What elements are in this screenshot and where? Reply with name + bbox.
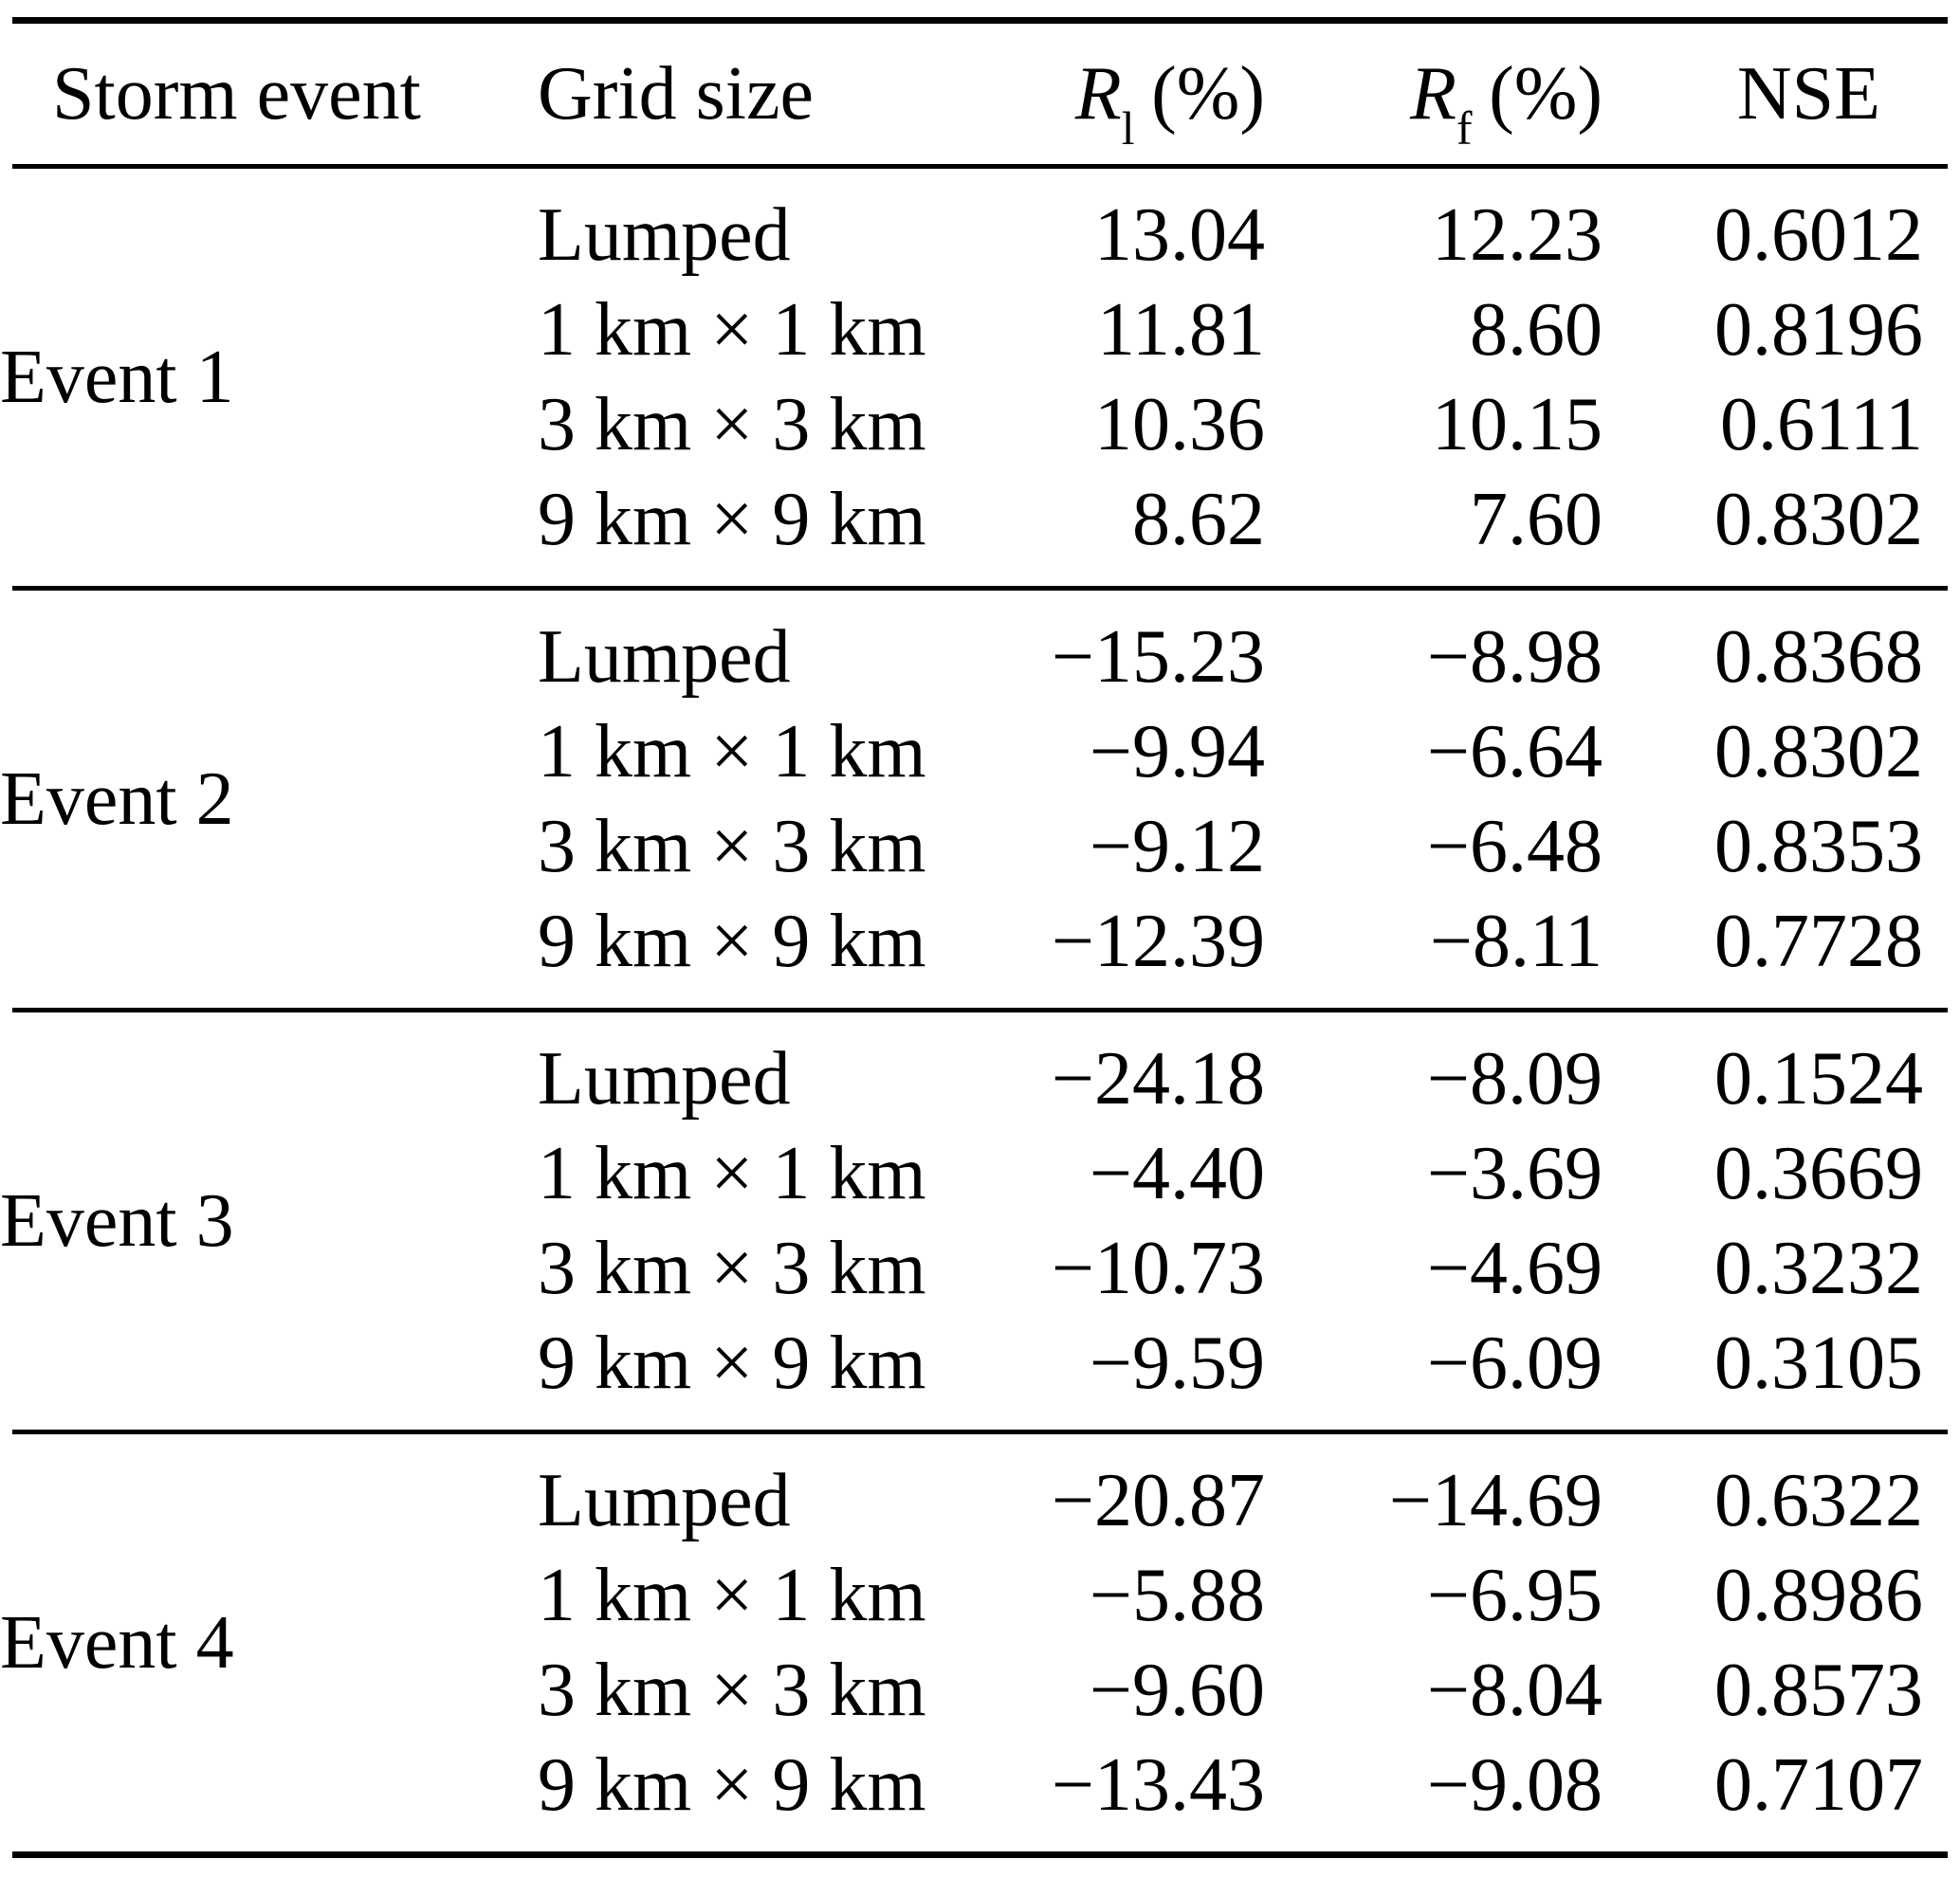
rf-value-cell: −8.11 <box>1429 899 1603 983</box>
nse-value-cell: 0.8302 <box>1714 477 1923 561</box>
rf-value-cell: 12.23 <box>1432 192 1603 277</box>
event-label: Event 4 <box>0 1600 234 1685</box>
event-label: Event 2 <box>0 757 234 841</box>
rf-value-cell: −6.48 <box>1426 804 1603 888</box>
nse-value-cell: 0.7728 <box>1714 899 1923 983</box>
group-separator-rule <box>12 586 1948 591</box>
grid-size-cell: 3 km × 3 km <box>538 382 926 466</box>
event-label: Event 1 <box>0 335 234 419</box>
event-4-group: Event 4 Lumped −20.87 −14.69 0.6322 1 km… <box>0 1434 1960 1851</box>
grid-size-cell: 1 km × 1 km <box>538 1131 926 1215</box>
rf-value-cell: −6.09 <box>1426 1321 1603 1405</box>
nse-value-cell: 0.6012 <box>1714 192 1923 277</box>
table-header-row: Storm event Grid size Rl (%) Rf (%) NSE <box>0 24 1960 164</box>
rf-value-cell: −14.69 <box>1388 1458 1603 1542</box>
header-nse: NSE <box>1736 51 1880 136</box>
rl-value-cell: 11.81 <box>1096 287 1265 372</box>
nse-value-cell: 0.8196 <box>1714 287 1923 372</box>
nse-value-cell: 0.6111 <box>1719 382 1923 466</box>
header-storm-event: Storm event <box>52 51 421 136</box>
rl-value-cell: −9.12 <box>1089 804 1265 888</box>
rf-value-cell: −6.95 <box>1426 1553 1603 1637</box>
nse-value-cell: 0.8368 <box>1714 614 1923 699</box>
grid-size-cell: 1 km × 1 km <box>538 1553 926 1637</box>
table-bottom-rule <box>12 1851 1948 1858</box>
rf-value-cell: 10.15 <box>1432 382 1603 466</box>
grid-size-cell: Lumped <box>538 192 791 277</box>
grid-size-cell: 3 km × 3 km <box>538 1648 926 1732</box>
rf-value-cell: −6.64 <box>1426 709 1603 793</box>
rl-value-cell: 8.62 <box>1132 477 1265 561</box>
event-2-group: Event 2 Lumped −15.23 −8.98 0.8368 1 km … <box>0 591 1960 1008</box>
nse-value-cell: 0.7107 <box>1714 1742 1923 1827</box>
rl-value-cell: −12.39 <box>1051 899 1265 983</box>
grid-size-cell: 3 km × 3 km <box>538 1226 926 1310</box>
rl-value-cell: −10.73 <box>1051 1226 1265 1310</box>
rl-value-cell: −5.88 <box>1089 1553 1265 1637</box>
rl-unit: (%) <box>1151 51 1265 136</box>
grid-size-cell: 3 km × 3 km <box>538 804 926 888</box>
grid-size-cell: 9 km × 9 km <box>538 899 926 983</box>
rl-value-cell: −9.60 <box>1089 1648 1265 1732</box>
header-rl: Rl (%) <box>926 51 1265 153</box>
header-rf: Rf (%) <box>1265 51 1603 153</box>
header-grid-size: Grid size <box>538 51 815 136</box>
event-label: Event 3 <box>0 1178 234 1263</box>
rl-subscript: l <box>1121 102 1135 155</box>
rf-value-cell: −4.69 <box>1426 1226 1603 1310</box>
rl-value-cell: −15.23 <box>1051 614 1265 699</box>
nse-value-cell: 0.8353 <box>1714 804 1923 888</box>
event-3-group: Event 3 Lumped −24.18 −8.09 0.1524 1 km … <box>0 1012 1960 1430</box>
rf-value-cell: 7.60 <box>1470 477 1603 561</box>
group-separator-rule <box>12 1430 1948 1434</box>
nse-value-cell: 0.8986 <box>1714 1553 1923 1637</box>
rf-value-cell: 8.60 <box>1470 287 1603 372</box>
rf-value-cell: −8.09 <box>1426 1036 1603 1121</box>
grid-size-cell: Lumped <box>538 614 791 699</box>
nse-value-cell: 0.3232 <box>1714 1226 1923 1310</box>
event-1-group: Event 1 Lumped 13.04 12.23 0.6012 1 km ×… <box>0 169 1960 586</box>
rf-value-cell: −9.08 <box>1426 1742 1603 1827</box>
nse-value-cell: 0.8302 <box>1714 709 1923 793</box>
rf-value-cell: −3.69 <box>1426 1131 1603 1215</box>
rl-value-cell: −9.59 <box>1089 1321 1265 1405</box>
grid-size-cell: Lumped <box>538 1458 791 1542</box>
rf-value-cell: −8.98 <box>1426 614 1603 699</box>
rf-value-cell: −8.04 <box>1426 1648 1603 1732</box>
header-bottom-rule <box>12 164 1948 169</box>
rf-subscript: f <box>1456 102 1473 155</box>
nse-value-cell: 0.8573 <box>1714 1648 1923 1732</box>
grid-size-cell: Lumped <box>538 1036 791 1121</box>
group-separator-rule <box>12 1008 1948 1012</box>
rl-value-cell: 13.04 <box>1094 192 1265 277</box>
grid-size-cell: 1 km × 1 km <box>538 709 926 793</box>
rl-value-cell: −4.40 <box>1089 1131 1265 1215</box>
grid-size-cell: 9 km × 9 km <box>538 1321 926 1405</box>
nse-value-cell: 0.6322 <box>1714 1458 1923 1542</box>
rl-value-cell: −13.43 <box>1051 1742 1265 1827</box>
rl-value-cell: −9.94 <box>1089 709 1265 793</box>
rl-value-cell: −20.87 <box>1051 1458 1265 1542</box>
grid-size-cell: 1 km × 1 km <box>538 287 926 372</box>
rl-symbol: R <box>1074 51 1122 136</box>
grid-size-cell: 9 km × 9 km <box>538 477 926 561</box>
grid-size-cell: 9 km × 9 km <box>538 1742 926 1827</box>
nse-value-cell: 0.1524 <box>1714 1036 1923 1121</box>
rf-symbol: R <box>1410 51 1456 136</box>
table-top-rule <box>12 17 1948 24</box>
rl-value-cell: 10.36 <box>1094 382 1265 466</box>
rf-unit: (%) <box>1489 51 1603 136</box>
nse-value-cell: 0.3669 <box>1714 1131 1923 1215</box>
rl-value-cell: −24.18 <box>1051 1036 1265 1121</box>
nse-value-cell: 0.3105 <box>1714 1321 1923 1405</box>
